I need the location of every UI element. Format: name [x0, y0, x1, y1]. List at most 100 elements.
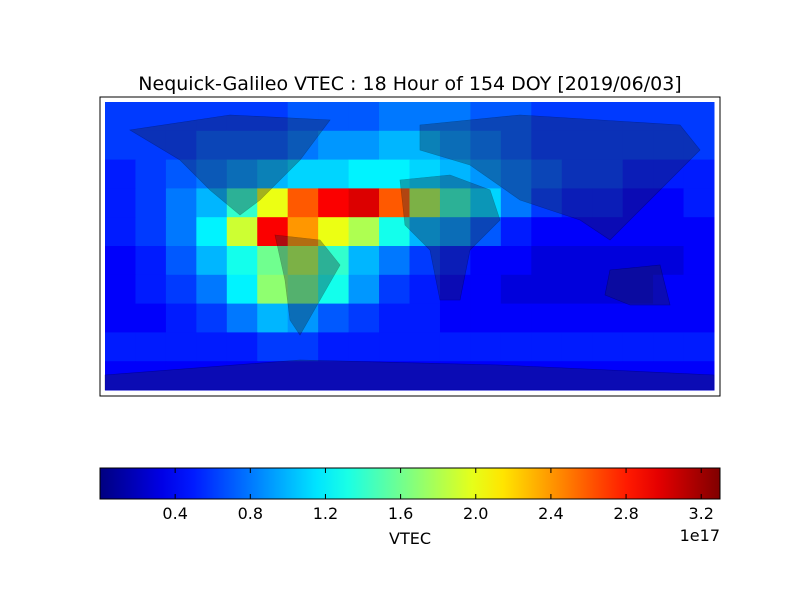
heatmap-cell	[379, 361, 410, 391]
chart-title: Nequick-Galileo VTEC : 18 Hour of 154 DO…	[138, 73, 681, 95]
heatmap-cell	[318, 217, 350, 247]
heatmap-cell	[683, 102, 715, 132]
heatmap-cell	[622, 246, 654, 276]
heatmap-cell	[318, 159, 350, 189]
heatmap-cell	[165, 217, 197, 247]
heatmap-cell	[165, 274, 197, 305]
heatmap-cell	[409, 274, 441, 305]
heatmap-cell	[592, 303, 624, 333]
heatmap-cell	[257, 102, 289, 132]
heatmap-cell	[653, 246, 685, 276]
heatmap-cell	[683, 246, 715, 276]
heatmap-cell	[622, 102, 654, 132]
heatmap-cell	[105, 159, 136, 189]
heatmap-cell	[439, 130, 471, 161]
heatmap-cell	[409, 130, 441, 161]
heatmap-cell	[105, 217, 136, 247]
heatmap-cell	[683, 130, 715, 161]
heatmap-cell	[470, 274, 502, 305]
heatmap-cell	[653, 159, 685, 189]
heatmap-cell	[135, 217, 167, 247]
heatmap-cell	[348, 332, 380, 362]
heatmap-cell	[379, 102, 410, 132]
heatmap-cell	[196, 159, 228, 189]
heatmap-cell	[165, 159, 197, 189]
heatmap-cell	[226, 361, 258, 391]
heatmap-cell	[105, 274, 136, 305]
heatmap-cell	[531, 274, 563, 305]
heatmap-cell	[318, 188, 350, 218]
heatmap-cell	[257, 188, 289, 218]
heatmap-cell	[561, 274, 593, 305]
heatmap-cell	[500, 130, 532, 161]
heatmap-cell	[196, 188, 228, 218]
heatmap-cell	[439, 274, 471, 305]
heatmap-cell	[653, 130, 685, 161]
heatmap-cell	[257, 303, 289, 333]
heatmap-cell	[470, 102, 502, 132]
colorbar-tick-label: 0.8	[238, 504, 263, 523]
heatmap-cell	[439, 332, 471, 362]
heatmap-cell	[439, 217, 471, 247]
heatmap-cell	[683, 217, 715, 247]
heatmap-cell	[561, 217, 593, 247]
heatmap-cell	[470, 217, 502, 247]
heatmap-cell	[653, 188, 685, 218]
heatmap-cell	[561, 332, 593, 362]
heatmap-cell	[470, 332, 502, 362]
heatmap-cell	[379, 130, 410, 161]
heatmap-cell	[287, 217, 319, 247]
heatmap-cell	[622, 332, 654, 362]
heatmap-cell	[348, 159, 380, 189]
colorbar-tick-label: 1.2	[313, 504, 338, 523]
heatmap-cell	[470, 361, 502, 391]
heatmap-cell	[135, 246, 167, 276]
heatmap-cell	[226, 303, 258, 333]
heatmap-cell	[561, 303, 593, 333]
colorbar-ticks: 0.4 0.8 1.2 1.6 2.0 2.4 2.8 3.2	[162, 468, 714, 523]
heatmap-cell	[592, 188, 624, 218]
heatmap-cell	[348, 246, 380, 276]
heatmap-cell	[257, 159, 289, 189]
heatmap-cell	[135, 130, 167, 161]
heatmap-cell	[500, 332, 532, 362]
heatmap-cell	[105, 188, 136, 218]
heatmap-cell	[622, 130, 654, 161]
heatmap-cell	[105, 246, 136, 276]
heatmap-cell	[531, 188, 563, 218]
heatmap-cell	[348, 102, 380, 132]
heatmap-cell	[439, 102, 471, 132]
heatmap-cell	[287, 332, 319, 362]
heatmap-cell	[135, 274, 167, 305]
heatmap-cell	[622, 188, 654, 218]
heatmap-cell	[196, 246, 228, 276]
heatmap-cell	[592, 246, 624, 276]
heatmap-cell	[226, 246, 258, 276]
heatmap-cell	[379, 332, 410, 362]
heatmap-cell	[287, 130, 319, 161]
heatmap-cell	[165, 102, 197, 132]
heatmap-cell	[592, 332, 624, 362]
heatmap-cell	[561, 246, 593, 276]
heatmap-cell	[196, 274, 228, 305]
heatmap-cell	[287, 303, 319, 333]
heatmap-cell	[379, 274, 410, 305]
heatmap-cell	[165, 130, 197, 161]
heatmap-cell	[135, 332, 167, 362]
heatmap-cell	[379, 246, 410, 276]
heatmap-cell	[500, 102, 532, 132]
heatmap-cell	[226, 102, 258, 132]
heatmap-cell	[653, 361, 685, 391]
heatmap-cell	[379, 217, 410, 247]
colorbar-tick-label: 2.0	[463, 504, 488, 523]
heatmap-cell	[439, 188, 471, 218]
heatmap-cell	[470, 130, 502, 161]
heatmap-cell	[318, 102, 350, 132]
heatmap-cell	[439, 159, 471, 189]
heatmap-cell	[135, 102, 167, 132]
heatmap-cell	[592, 274, 624, 305]
heatmap-cell	[592, 102, 624, 132]
heatmap-cell	[226, 332, 258, 362]
heatmap-cell	[409, 102, 441, 132]
colorbar-tick-label: 2.4	[538, 504, 563, 523]
